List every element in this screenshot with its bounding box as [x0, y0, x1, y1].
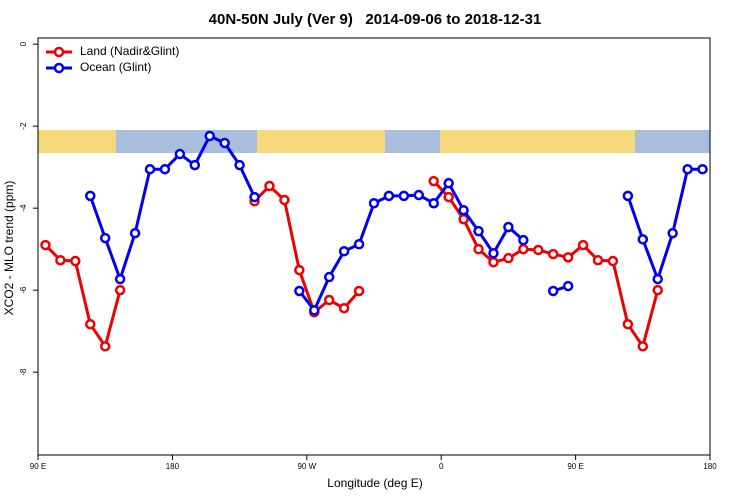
point — [547, 248, 559, 260]
point — [294, 264, 305, 276]
point — [249, 191, 260, 203]
land-strip — [38, 130, 116, 153]
point — [562, 252, 574, 263]
point — [667, 227, 678, 239]
x-tick-label: 90 W — [297, 462, 316, 471]
point — [428, 175, 439, 187]
point — [174, 148, 186, 160]
point — [309, 305, 320, 316]
point — [279, 194, 290, 206]
point — [368, 197, 380, 209]
point — [533, 244, 544, 256]
legend-label: Land (Nadir&Glint) — [80, 44, 179, 58]
point — [85, 190, 96, 202]
point — [443, 177, 454, 189]
point — [129, 227, 141, 239]
point — [144, 163, 156, 175]
point — [503, 221, 514, 233]
point — [458, 204, 469, 216]
point — [159, 163, 171, 175]
legend-marker — [53, 62, 65, 74]
point — [294, 285, 305, 297]
point — [189, 159, 201, 171]
y-tick-label: -2 — [19, 122, 28, 130]
point — [682, 163, 693, 175]
point — [488, 257, 499, 268]
point — [488, 248, 499, 259]
point — [637, 341, 649, 352]
point — [40, 239, 51, 251]
point — [264, 180, 275, 192]
legend-label: Ocean (Glint) — [80, 60, 151, 74]
x-tick-label: 180 — [703, 462, 717, 471]
point — [323, 294, 335, 306]
chart-title: 40N-50N July (Ver 9) 2014-09-06 to 2018-… — [209, 11, 542, 28]
point — [547, 285, 559, 297]
x-axis-label: Longitude (deg E) — [327, 476, 422, 490]
point — [204, 130, 215, 142]
point — [652, 273, 663, 285]
x-tick-label: 90 E — [30, 462, 46, 471]
point — [637, 234, 649, 245]
point — [518, 234, 529, 246]
point — [338, 302, 350, 314]
point — [353, 285, 365, 297]
point — [114, 284, 126, 296]
y-tick-label: -6 — [19, 286, 28, 294]
point — [114, 273, 126, 285]
point — [652, 284, 663, 296]
point — [413, 189, 425, 201]
point — [99, 232, 111, 244]
map-strip — [38, 130, 710, 153]
point — [592, 254, 604, 266]
point — [55, 254, 66, 266]
point — [338, 245, 350, 257]
x-tick-label: 90 E — [567, 462, 583, 471]
point — [503, 252, 514, 264]
point — [443, 191, 454, 203]
point — [398, 190, 410, 202]
land-strip — [257, 130, 385, 153]
y-tick-label: 0 — [19, 41, 28, 46]
x-tick-label: 180 — [166, 462, 180, 471]
point — [85, 318, 96, 330]
point — [473, 225, 484, 237]
legend-marker — [53, 46, 65, 58]
series-line — [88, 134, 703, 312]
y-tick-label: -4 — [19, 204, 28, 212]
point — [428, 197, 439, 209]
y-axis-label: XCO2 - MLO trend (ppm) — [2, 181, 16, 316]
land-strip — [440, 130, 635, 153]
point — [383, 190, 395, 202]
x-tick-label: 0 — [439, 462, 444, 471]
point — [577, 239, 589, 251]
point — [219, 137, 230, 149]
point — [353, 238, 365, 250]
point — [607, 255, 619, 267]
point — [473, 243, 484, 255]
point — [70, 255, 81, 267]
point — [562, 280, 574, 292]
point — [234, 159, 245, 171]
point — [518, 243, 529, 255]
point — [99, 341, 111, 352]
plot-frame — [37, 37, 711, 456]
point — [622, 190, 634, 202]
point — [323, 271, 335, 283]
y-tick-label: -8 — [19, 368, 28, 376]
point — [697, 163, 708, 175]
point — [622, 318, 634, 330]
